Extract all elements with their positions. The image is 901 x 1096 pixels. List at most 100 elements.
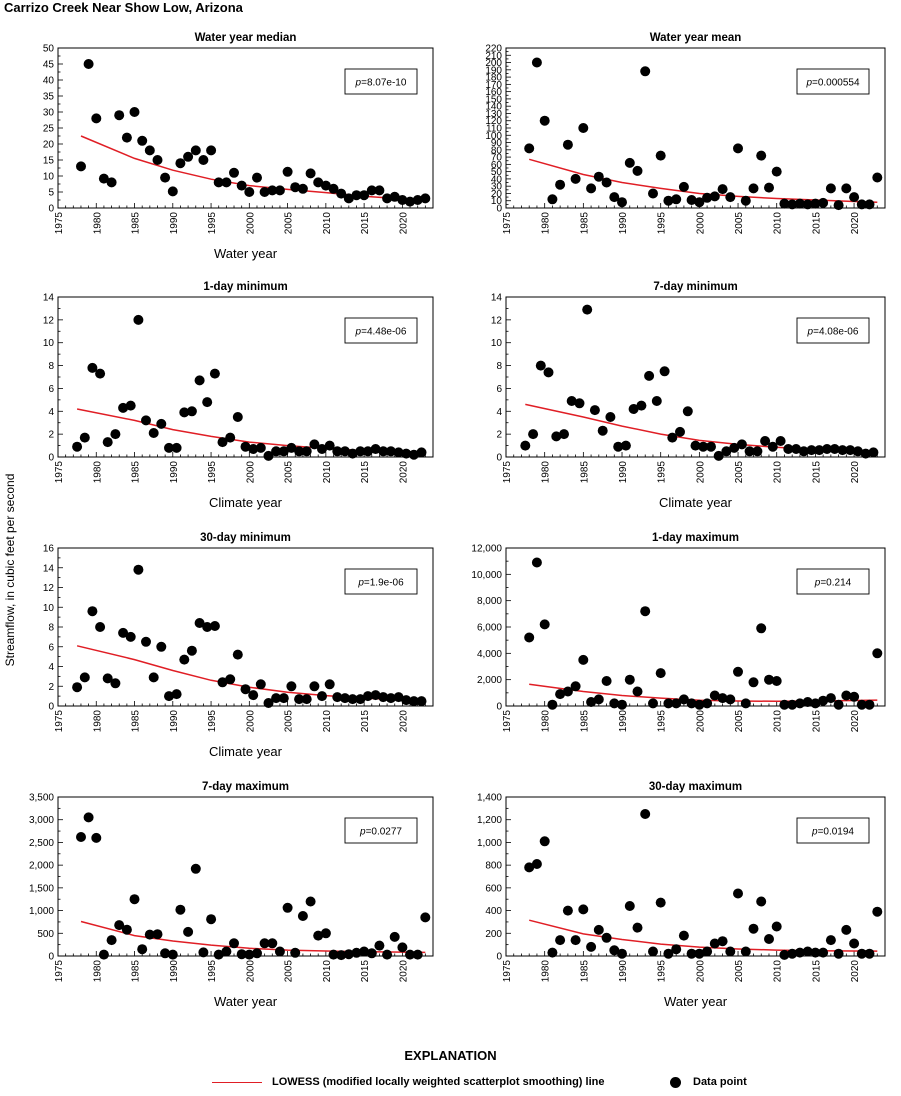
- p-value-box: [796, 68, 870, 95]
- data-point: [586, 941, 597, 952]
- data-point: [393, 447, 404, 458]
- data-point: [570, 173, 581, 184]
- data-point: [702, 192, 713, 203]
- y-tick-label: 8: [48, 623, 54, 634]
- data-point: [385, 693, 396, 704]
- data-point: [547, 194, 558, 205]
- data-point: [694, 948, 705, 959]
- data-point: [137, 135, 148, 146]
- data-point: [87, 362, 98, 373]
- data-point: [566, 396, 577, 406]
- data-point: [810, 198, 821, 209]
- x-tick-label: 1975: [502, 461, 513, 484]
- data-point: [133, 564, 144, 575]
- data-point: [578, 123, 589, 133]
- x-tick-label: 2015: [360, 710, 371, 733]
- data-point: [359, 190, 370, 201]
- x-tick-label: 1995: [207, 960, 218, 983]
- data-point: [141, 415, 151, 426]
- x-tick-label: 1995: [657, 960, 668, 983]
- data-point: [95, 622, 106, 632]
- x-axis-label: Climate year: [209, 495, 283, 510]
- p-value-box: [344, 317, 418, 344]
- data-point: [175, 904, 186, 915]
- data-point: [271, 446, 282, 457]
- data-point: [420, 193, 431, 204]
- data-point: [393, 692, 404, 703]
- data-point: [524, 143, 535, 154]
- data-point: [814, 445, 825, 456]
- data-point: [340, 693, 350, 704]
- data-point: [274, 185, 285, 196]
- data-point: [156, 641, 167, 652]
- data-point: [682, 406, 693, 417]
- data-point: [655, 897, 666, 908]
- data-point: [539, 836, 550, 847]
- data-point: [198, 155, 209, 165]
- x-tick-label: 1980: [92, 960, 103, 983]
- data-point: [416, 447, 427, 458]
- data-point: [771, 676, 782, 686]
- y-tick-label: 10: [43, 603, 55, 614]
- data-point: [733, 666, 743, 677]
- data-point: [164, 442, 174, 453]
- data-point: [171, 689, 182, 700]
- data-point: [125, 400, 136, 411]
- data-point: [620, 440, 631, 451]
- data-point: [675, 426, 685, 437]
- y-tick-label: 130: [485, 109, 502, 120]
- chart-panel-6: 7-day maximum 1975 1980 1985 1990 1995 2000 200…: [29, 781, 434, 1009]
- y-tick-label: 90: [491, 138, 503, 149]
- data-point: [628, 404, 639, 414]
- data-point: [748, 183, 759, 194]
- data-point: [144, 145, 155, 156]
- data-point: [640, 606, 651, 617]
- data-point: [702, 946, 713, 957]
- data-point: [547, 699, 558, 710]
- data-point: [547, 947, 558, 958]
- data-point: [601, 932, 612, 943]
- data-point: [609, 192, 620, 203]
- data-point: [175, 158, 186, 169]
- data-point: [535, 360, 546, 371]
- data-point: [648, 946, 658, 957]
- data-point: [771, 166, 782, 177]
- p-value-label: p=0.0194: [811, 827, 854, 838]
- x-tick-label: 2000: [695, 212, 706, 235]
- data-point: [286, 681, 297, 692]
- data-point: [872, 648, 883, 659]
- x-tick-label: 2015: [811, 710, 822, 733]
- data-point: [624, 674, 635, 685]
- data-point: [671, 944, 682, 955]
- data-point: [72, 682, 83, 693]
- data-point: [872, 172, 883, 183]
- x-tick-label: 1985: [579, 212, 590, 235]
- x-axis-label: Water year: [214, 246, 278, 261]
- p-value-box: [344, 817, 418, 844]
- data-point: [282, 166, 293, 177]
- data-point: [225, 432, 236, 443]
- y-tick-label: 4,000: [477, 649, 502, 660]
- data-point: [129, 107, 140, 117]
- data-point: [328, 183, 339, 194]
- data-point: [362, 446, 373, 457]
- panel-title: 7-day maximum: [202, 781, 289, 793]
- data-point: [864, 199, 875, 210]
- data-point: [562, 905, 573, 916]
- data-point: [802, 697, 813, 707]
- data-point: [593, 924, 604, 935]
- x-tick-label: 2000: [245, 461, 256, 484]
- data-point: [709, 690, 720, 701]
- y-tick-label: 220: [485, 44, 502, 55]
- data-point: [232, 649, 243, 660]
- y-tick-label: 6: [48, 642, 54, 653]
- data-point: [351, 947, 362, 958]
- x-tick-label: 1975: [502, 960, 513, 983]
- data-point: [725, 694, 736, 705]
- data-point: [748, 677, 759, 688]
- data-point: [366, 948, 377, 959]
- x-axis-label: Water year: [664, 994, 728, 1009]
- data-point: [332, 692, 343, 703]
